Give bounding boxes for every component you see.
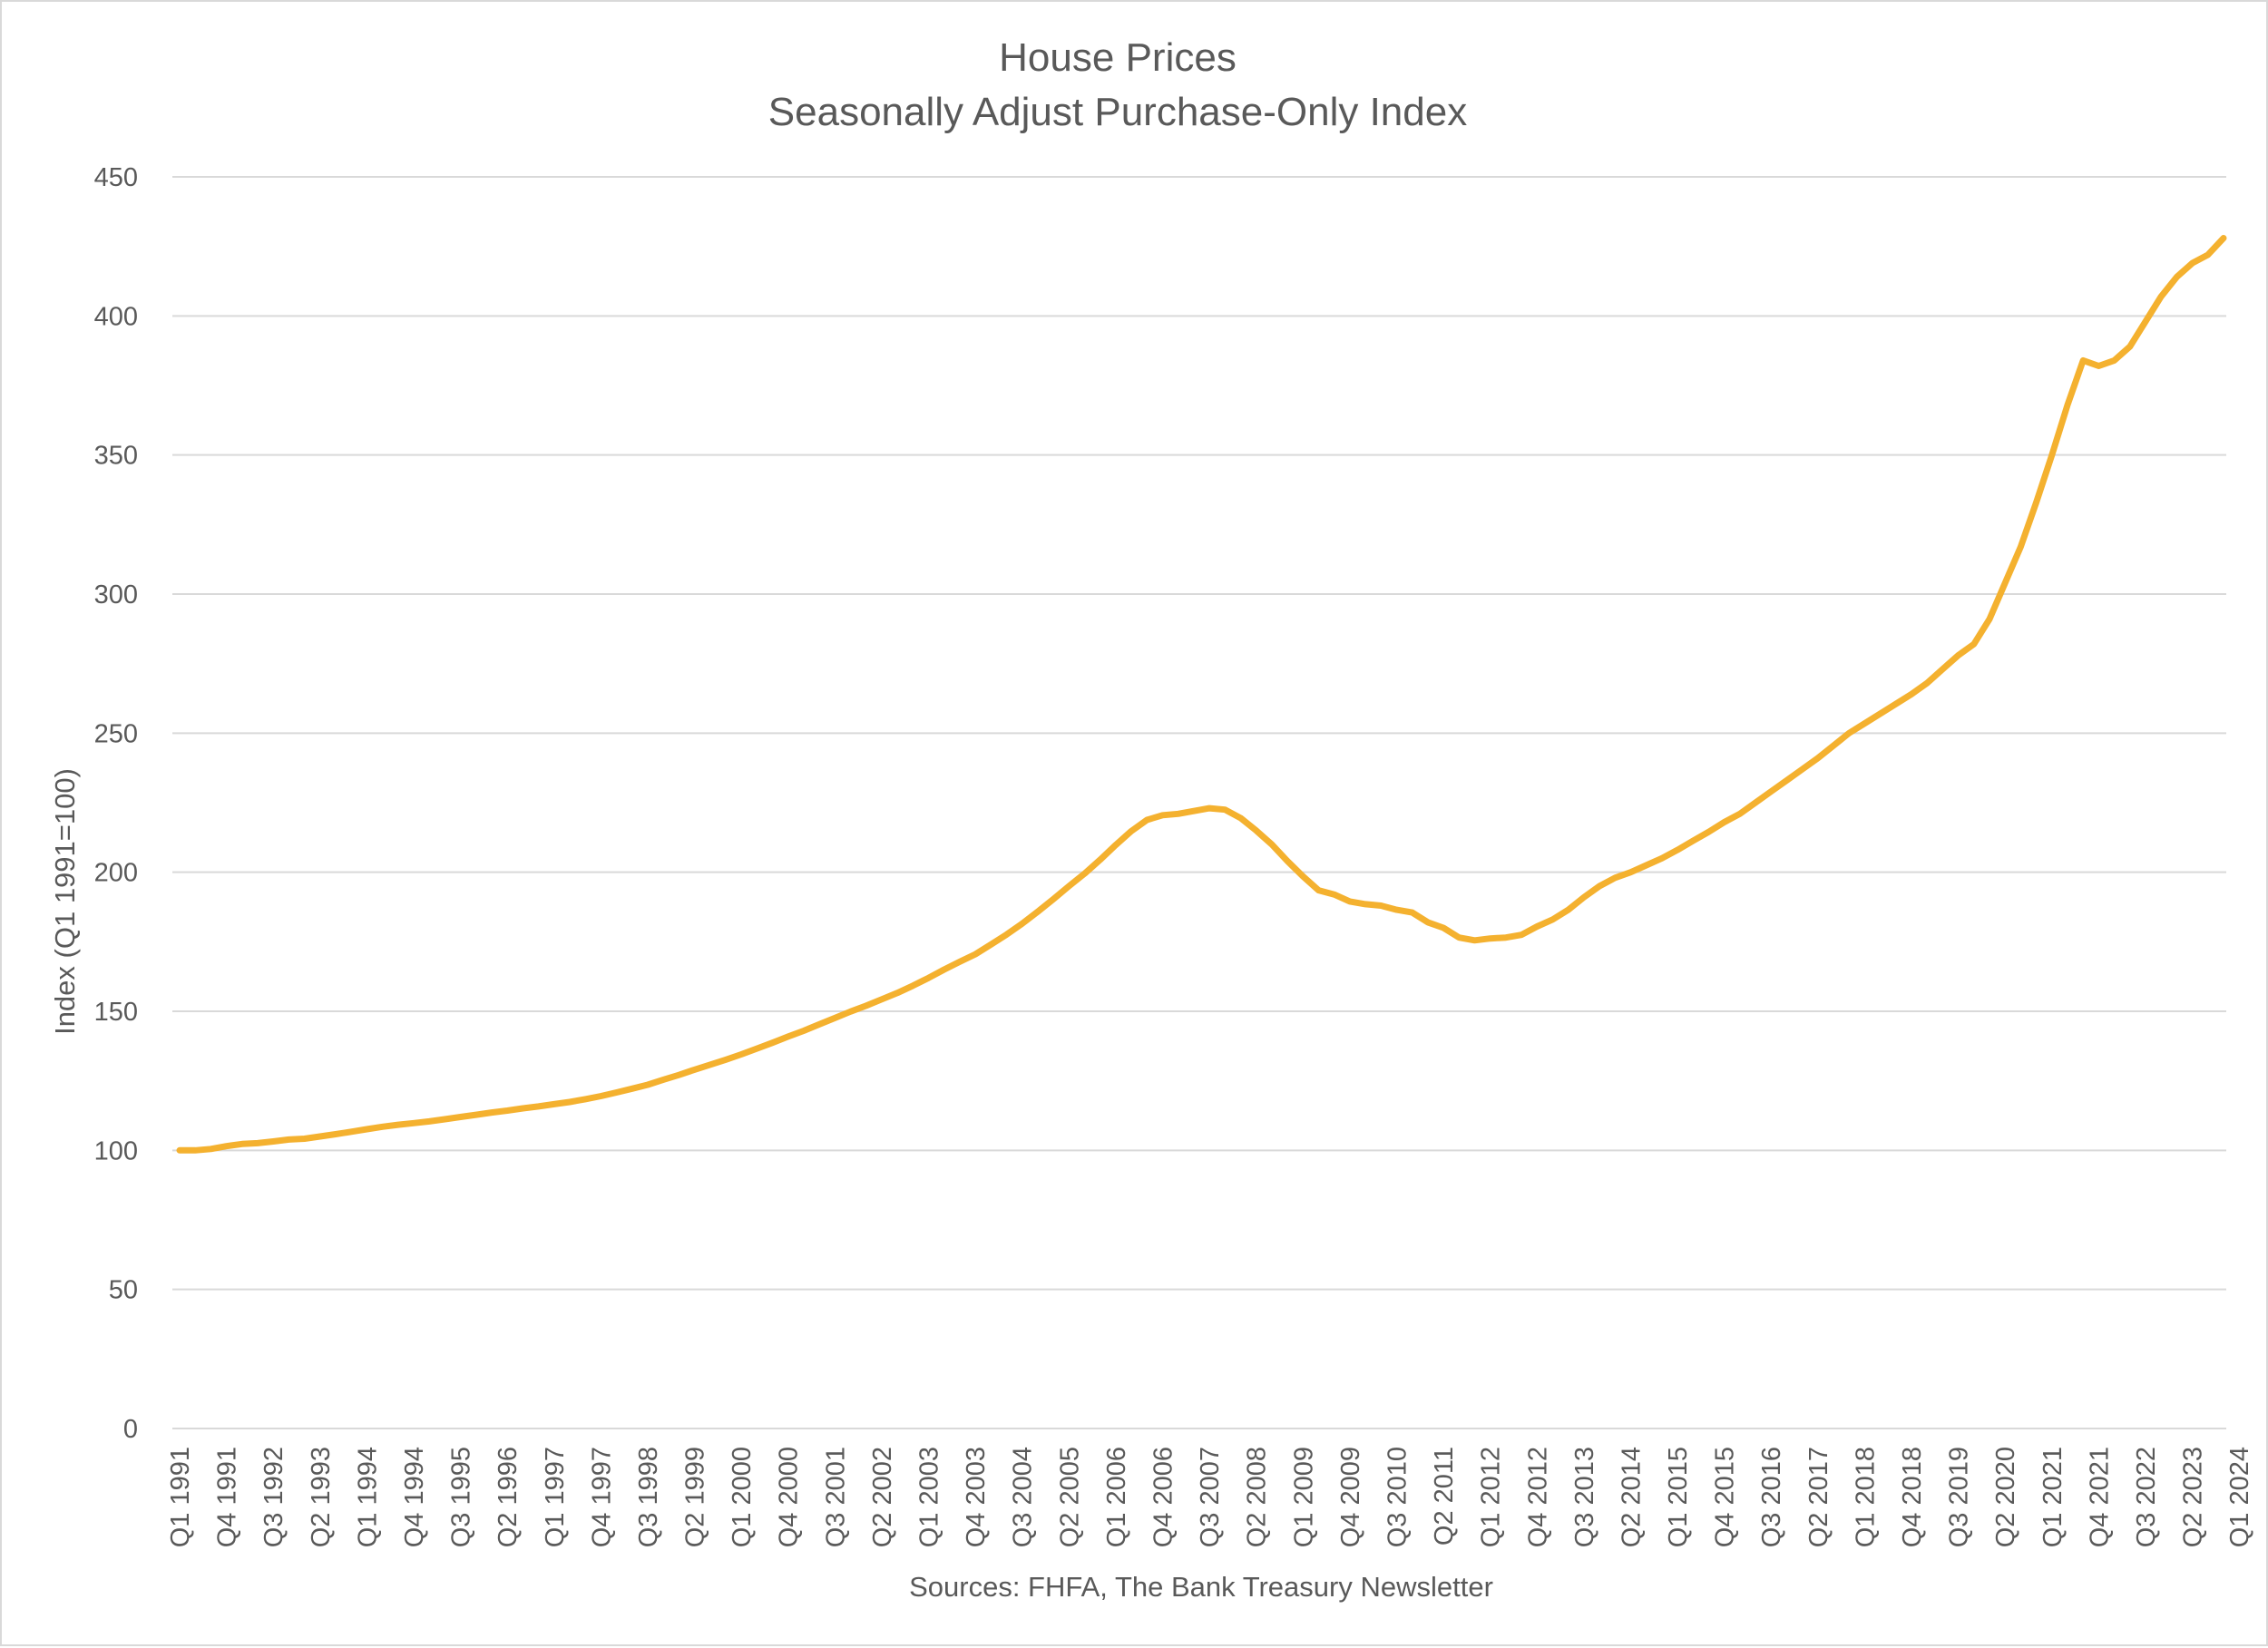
x-tick-label: Q2 1999 (681, 1447, 710, 1547)
y-tick-label: 350 (94, 442, 138, 471)
y-tick-label: 0 (123, 1415, 138, 1444)
x-tick-label: Q1 1997 (541, 1447, 570, 1547)
x-tick-label: Q3 1998 (634, 1447, 663, 1547)
x-tick-label: Q2 2014 (1617, 1447, 1646, 1547)
x-tick-label: Q1 2012 (1477, 1447, 1506, 1547)
y-tick-label: 400 (94, 302, 138, 331)
chart-title: House Prices (999, 35, 1237, 80)
x-tick-label: Q4 1997 (587, 1447, 616, 1547)
y-tick-label: 250 (94, 719, 138, 748)
y-tick-label: 200 (94, 859, 138, 888)
y-tick-label: 300 (94, 580, 138, 609)
x-tick-label: Q3 2010 (1383, 1447, 1412, 1547)
x-tick-label: Q2 2011 (1430, 1447, 1459, 1546)
x-tick-label: Q4 2015 (1711, 1447, 1740, 1547)
x-tick-label: Q3 1995 (447, 1447, 476, 1547)
x-tick-label: Q4 1994 (400, 1447, 429, 1547)
x-tick-label: Q4 2018 (1898, 1447, 1927, 1547)
chart-subtitle: Seasonally Adjust Purchase-Only Index (768, 90, 1467, 134)
x-tick-label: Q3 2016 (1757, 1447, 1786, 1547)
gridlines (172, 176, 2226, 1429)
x-tick-label: Q3 2013 (1570, 1447, 1599, 1547)
x-tick-label: Q3 2007 (1196, 1447, 1225, 1547)
x-tick-label: Q1 2000 (728, 1447, 757, 1547)
x-tick-label: Q3 2022 (2132, 1447, 2161, 1547)
x-tick-label: Q4 2012 (1523, 1447, 1552, 1547)
y-axis-label: Index (Q1 1991=100) (49, 768, 81, 1035)
x-tick-label: Q4 2000 (775, 1447, 804, 1547)
x-tick-label: Q3 1992 (259, 1447, 288, 1547)
x-tick-label: Q3 2004 (1009, 1447, 1038, 1547)
x-tick-label: Q1 2024 (2225, 1447, 2254, 1547)
x-tick-label: Q2 1993 (307, 1447, 336, 1547)
y-tick-label: 150 (94, 998, 138, 1027)
x-tick-label: Q2 2005 (1055, 1447, 1084, 1547)
x-axis-tick-labels: Q1 1991 Q4 1991 Q3 1992 Q2 1993 Q1 1994 Q4 19… (166, 1447, 2254, 1547)
x-tick-label: Q2 2023 (2179, 1447, 2208, 1547)
x-tick-label: Q4 1991 (213, 1447, 242, 1547)
x-tick-label: Q4 2003 (962, 1447, 991, 1547)
x-tick-label: Q1 2003 (915, 1447, 944, 1547)
series-group (176, 235, 2227, 1154)
x-tick-label: Q1 1994 (353, 1447, 382, 1547)
y-axis-tick-labels: 0 50 100 150 200 250 300 350 400 450 (94, 163, 138, 1444)
series-line-house-price-index (176, 235, 2227, 1154)
x-tick-label: Q4 2006 (1149, 1447, 1178, 1547)
x-tick-label: Q1 1991 (166, 1447, 195, 1547)
x-tick-label: Q2 2002 (868, 1447, 897, 1547)
x-tick-label: Q3 2019 (1945, 1447, 1974, 1547)
x-tick-label: Q2 1996 (494, 1447, 523, 1547)
y-tick-label: 50 (109, 1276, 138, 1305)
x-tick-label: Q1 2009 (1289, 1447, 1318, 1547)
x-tick-label: Q3 2001 (821, 1447, 850, 1547)
x-tick-label: Q1 2021 (2038, 1447, 2068, 1547)
x-tick-label: Q1 2018 (1851, 1447, 1880, 1547)
x-tick-label: Q2 2017 (1804, 1447, 1833, 1547)
x-axis-label: Sources: FHFA, The Bank Treasury Newslet… (909, 1571, 1493, 1603)
x-tick-label: Q2 2008 (1243, 1447, 1272, 1547)
x-tick-label: Q1 2006 (1102, 1447, 1131, 1547)
x-tick-label: Q2 2020 (1991, 1447, 2020, 1547)
y-tick-label: 100 (94, 1136, 138, 1165)
y-tick-label: 450 (94, 163, 138, 192)
x-tick-label: Q4 2009 (1336, 1447, 1365, 1547)
x-tick-label: Q1 2015 (1664, 1447, 1693, 1547)
x-tick-label: Q4 2021 (2085, 1447, 2114, 1547)
